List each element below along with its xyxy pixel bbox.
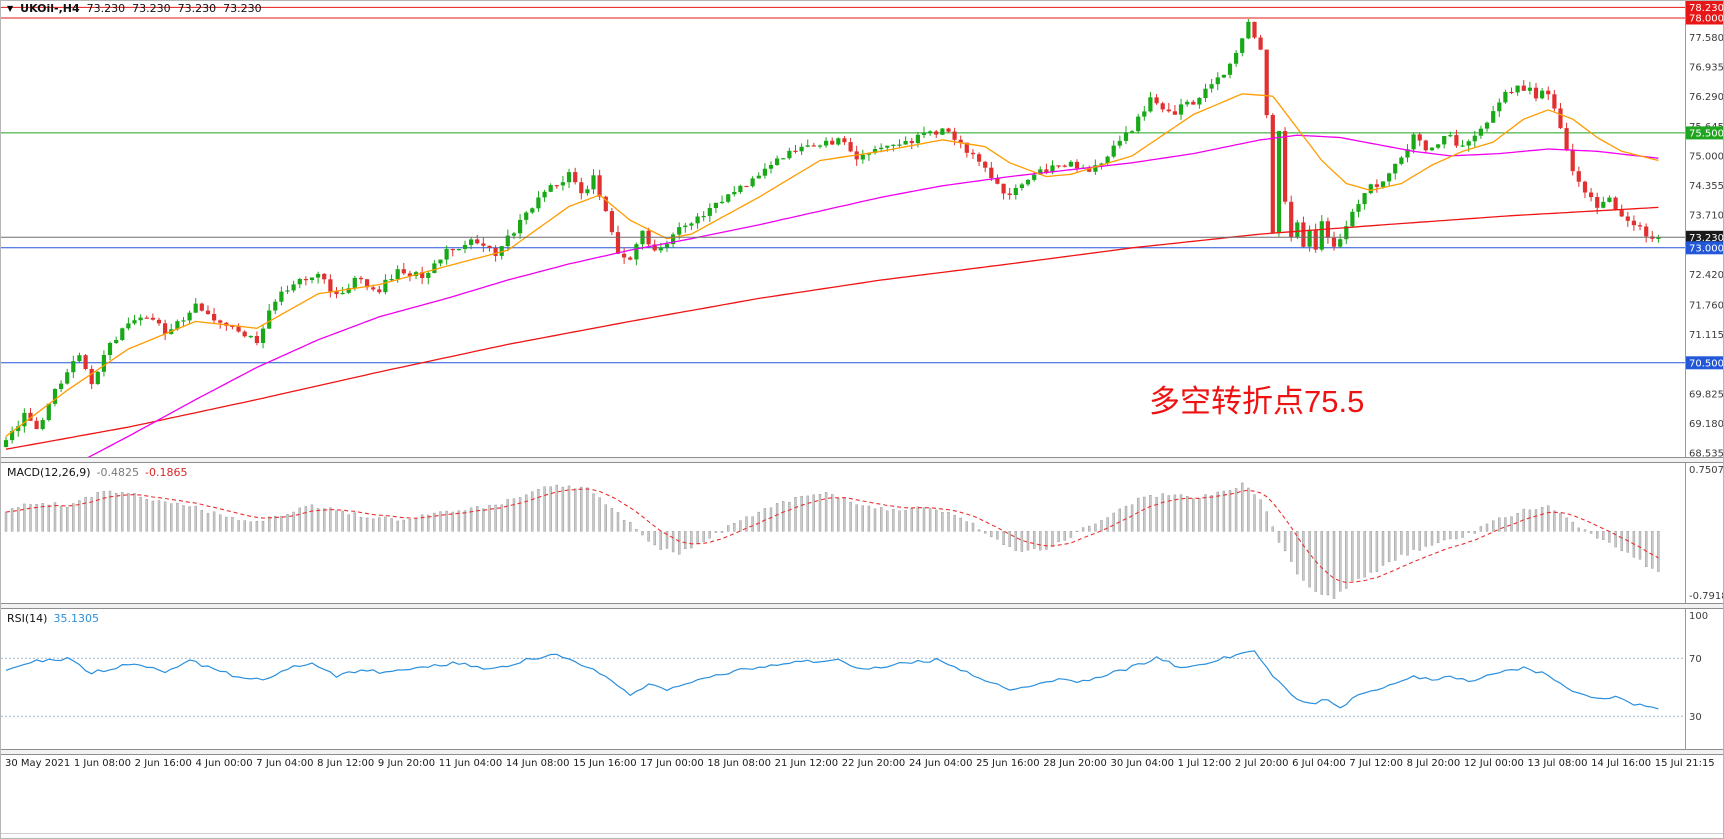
price-badge-70.500: [1686, 356, 1723, 370]
panel-divider[interactable]: [1, 457, 1723, 463]
macd-main-value: -0.4825: [96, 466, 140, 479]
time-label: 7 Jun 04:00: [256, 758, 314, 769]
rsi-axis-label: 100: [1689, 611, 1708, 622]
price-badge-73.230: [1686, 230, 1723, 244]
time-label: 15 Jul 21:15: [1654, 758, 1715, 769]
price-badge-text: 73.000: [1689, 243, 1724, 254]
rsi-line: [5, 650, 1659, 710]
rsi-value: 35.1305: [53, 612, 99, 625]
rsi-panel[interactable]: RSI(14) 35.1305 100 70 30: [1, 609, 1723, 749]
macd-panel[interactable]: MACD(12,26,9) -0.4825 -0.1865 0.7507 -0.791…: [1, 463, 1723, 603]
time-label: 4 Jun 00:00: [195, 758, 253, 769]
price-tick-71.760: 71.760: [1689, 300, 1724, 311]
symbol-dropdown-icon[interactable]: ▼: [7, 4, 14, 13]
chart-annotation[interactable]: 多空转折点75.5: [1149, 384, 1364, 419]
time-label: 28 Jun 20:00: [1043, 758, 1107, 769]
macd-histogram: [4, 482, 1660, 599]
price-badge-text: 70.500: [1689, 358, 1724, 369]
price-tick-76.935: 76.935: [1689, 63, 1724, 74]
rsi-name: RSI(14): [7, 612, 48, 625]
macd-canvas[interactable]: 0.7507 -0.7918: [1, 463, 1724, 603]
time-label: 21 Jun 12:00: [774, 758, 839, 769]
panel-divider[interactable]: [1, 749, 1723, 755]
price-badge-text: 78.230: [1689, 3, 1724, 14]
price-tick-69.180: 69.180: [1689, 419, 1724, 430]
panel-divider[interactable]: [1, 603, 1723, 609]
time-label: 1 Jul 12:00: [1177, 758, 1232, 769]
candlesticks: [3, 19, 1661, 448]
time-label: 1 Jun 08:00: [73, 758, 132, 769]
price-tick-71.115: 71.115: [1689, 330, 1724, 341]
time-axis[interactable]: 30 May 2021 1 Jun 08:00 2 Jun 16:00 4 Jun 0…: [1, 755, 1723, 776]
rsi-canvas[interactable]: 100 70 30: [1, 609, 1724, 749]
time-label: 7 Jul 12:00: [1349, 758, 1403, 769]
time-label: 12 Jul 00:00: [1463, 758, 1524, 769]
price-tick-76.290: 76.290: [1689, 92, 1724, 103]
price-badge-78.230: [1686, 1, 1723, 14]
time-label: 14 Jul 16:00: [1591, 758, 1652, 769]
fast-ma-line: [5, 93, 1659, 437]
time-label: 2 Jul 20:00: [1234, 758, 1289, 769]
time-label: 14 Jun 08:00: [505, 758, 570, 769]
macd-name: MACD(12,26,9): [7, 466, 91, 479]
time-label: 25 Jun 16:00: [976, 758, 1040, 769]
price-tick-77.580: 77.580: [1689, 33, 1724, 44]
time-label: 2 Jun 16:00: [134, 758, 192, 769]
time-label: 15 Jun 16:00: [573, 758, 637, 769]
price-badge-75.500: [1686, 126, 1723, 140]
time-label: 24 Jun 04:00: [908, 758, 973, 769]
rsi-axis-label: 30: [1689, 712, 1702, 723]
horizontal-scrollbar[interactable]: [1, 833, 1723, 838]
slow-ma-line: [5, 206, 1659, 450]
time-label: 8 Jul 20:00: [1406, 758, 1461, 769]
time-label: 30 Jun 04:00: [1110, 758, 1174, 769]
price-badge-text: 73.230: [1689, 233, 1724, 244]
rsi-axis-label: 70: [1689, 654, 1702, 665]
macd-axis-label: 0.7507: [1689, 465, 1724, 476]
time-label: 30 May 2021: [5, 758, 71, 769]
price-tick-72.420: 72.420: [1689, 270, 1724, 281]
time-label: 17 Jun 00:00: [640, 758, 704, 769]
rsi-label: RSI(14) 35.1305: [7, 612, 99, 625]
price-tick-68.535: 68.535: [1689, 449, 1724, 457]
chart-header: ▼ UKOil-,H4 73.230 73.230 73.230 73.230: [7, 2, 269, 15]
time-label: 6 Jul 04:00: [1292, 758, 1346, 769]
ohlc-value: 73.230: [86, 2, 126, 15]
ohlc-values: 73.230 73.230 73.230 73.230: [87, 2, 269, 15]
price-tick-69.825: 69.825: [1689, 389, 1724, 400]
time-label: 13 Jul 08:00: [1527, 758, 1588, 769]
horizontal-lines: [1, 6, 1685, 364]
time-label: 9 Jun 20:00: [377, 758, 436, 769]
ohlc-value: 73.230: [223, 2, 262, 15]
ohlc-value: 73.230: [132, 2, 171, 15]
price-badge-text: 75.500: [1689, 128, 1724, 139]
mid-ma-line: [87, 134, 1659, 457]
price-tick-75.000: 75.000: [1689, 151, 1724, 162]
bottom-whitespace: [1, 776, 1723, 833]
time-label: 18 Jun 08:00: [707, 758, 771, 769]
price-tick-73.710: 73.710: [1689, 211, 1724, 222]
macd-axis-label: -0.7918: [1689, 591, 1724, 602]
time-label: 8 Jun 12:00: [317, 758, 375, 769]
price-badge-73.000: [1686, 241, 1723, 255]
price-badge-text: 78.000: [1689, 14, 1724, 25]
time-label: 11 Jun 04:00: [438, 758, 503, 769]
price-chart-panel[interactable]: ▼ UKOil-,H4 73.230 73.230 73.230 73.230 多空转…: [1, 1, 1723, 457]
macd-signal-value: -0.1865: [145, 466, 188, 479]
macd-label: MACD(12,26,9) -0.4825 -0.1865: [7, 466, 187, 479]
ohlc-value: 73.230: [177, 2, 217, 15]
symbol-period-label: UKOil-,H4: [20, 2, 80, 15]
price-tick-74.355: 74.355: [1689, 181, 1724, 192]
price-badge-78.000: [1686, 11, 1723, 25]
time-label: 22 Jun 20:00: [841, 758, 906, 769]
